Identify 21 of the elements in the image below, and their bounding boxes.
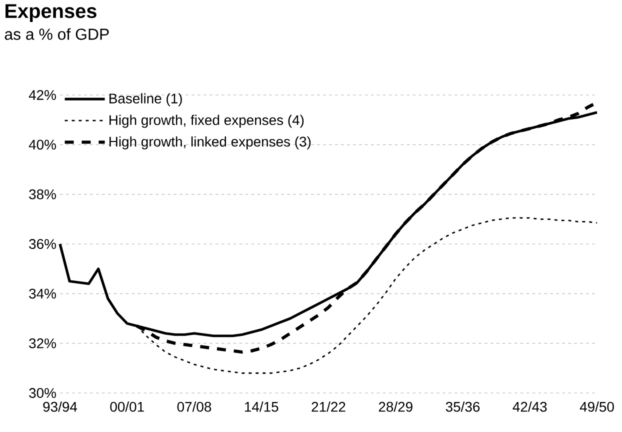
x-tick-label: 14/15 (244, 402, 278, 412)
x-tick-label: 07/08 (177, 402, 212, 412)
x-tick-label: 28/29 (378, 402, 412, 412)
chart-subtitle: as a % of GDP (4, 28, 109, 40)
x-tick-label: 00/01 (110, 402, 144, 412)
y-tick-label: 38% (29, 189, 56, 200)
x-tick-label: 21/22 (312, 402, 346, 412)
y-tick-label: 42% (28, 90, 56, 100)
x-tick-label: 49/50 (580, 402, 614, 412)
y-tick-label: 34% (29, 288, 56, 299)
legend-label: High growth, fixed expenses (4) (110, 114, 304, 128)
y-tick-label: 40% (28, 140, 56, 150)
y-tick-label: 32% (29, 338, 56, 348)
legend-label: Baseline (1) (110, 93, 182, 106)
x-tick-label: 42/43 (512, 402, 547, 412)
legend-label: High growth, linked expenses (3) (110, 136, 311, 150)
chart-title: Expenses (6, 4, 96, 22)
y-tick-label: 30% (29, 388, 56, 398)
y-tick-label: 36% (29, 239, 56, 249)
x-tick-label: 35/36 (446, 402, 480, 412)
x-tick-label: 93/94 (43, 402, 78, 412)
